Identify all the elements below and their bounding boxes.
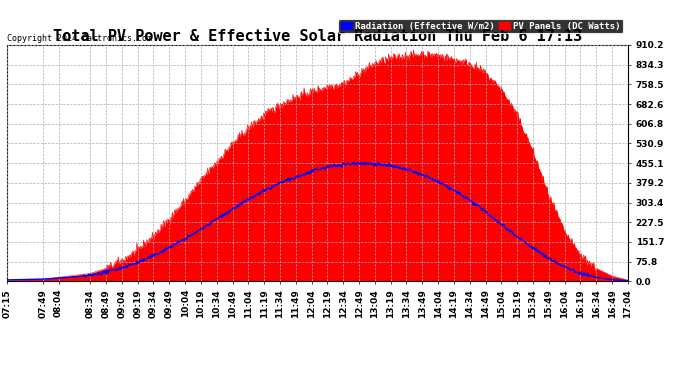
Title: Total PV Power & Effective Solar Radiation Thu Feb 6 17:13: Total PV Power & Effective Solar Radiati… (52, 29, 582, 44)
Legend: Radiation (Effective W/m2), PV Panels (DC Watts): Radiation (Effective W/m2), PV Panels (D… (338, 19, 623, 33)
Text: Copyright 2014 Cartronics.com: Copyright 2014 Cartronics.com (7, 34, 152, 43)
